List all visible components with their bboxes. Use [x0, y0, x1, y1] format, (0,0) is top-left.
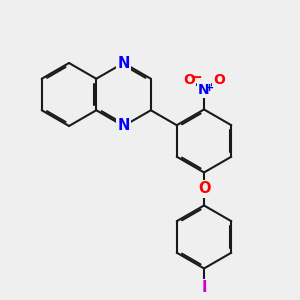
Text: N: N	[117, 118, 130, 134]
Text: O: O	[198, 182, 210, 196]
Text: I: I	[201, 280, 207, 296]
Text: −: −	[190, 70, 202, 85]
Text: N: N	[198, 83, 210, 97]
Text: O: O	[183, 73, 195, 87]
Text: O: O	[213, 73, 225, 87]
Text: +: +	[205, 83, 214, 94]
Text: N: N	[117, 56, 130, 70]
